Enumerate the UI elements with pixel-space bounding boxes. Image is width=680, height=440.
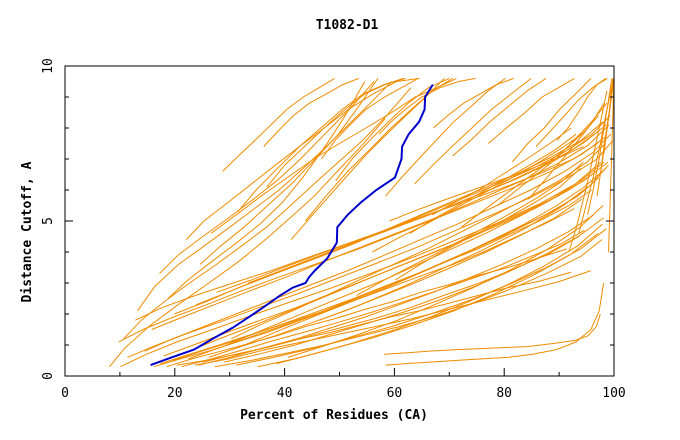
series-line-66 bbox=[395, 167, 581, 281]
background-series-group bbox=[109, 77, 615, 368]
series-line-37 bbox=[109, 118, 386, 368]
series-line-33 bbox=[127, 140, 614, 358]
series-line-19 bbox=[120, 161, 602, 368]
y-tick-label-10: 10 bbox=[41, 58, 56, 74]
x-tick-label-100: 100 bbox=[602, 386, 625, 401]
series-line-49 bbox=[222, 77, 335, 172]
x-tick-label-20: 20 bbox=[167, 386, 183, 401]
series-line-68 bbox=[372, 130, 586, 253]
series-line-30 bbox=[118, 136, 606, 343]
series-line-20 bbox=[244, 167, 607, 346]
y-tick-label-5: 5 bbox=[41, 217, 56, 225]
series-line-12 bbox=[198, 214, 594, 366]
series-line-43 bbox=[199, 78, 379, 265]
series-line-57 bbox=[378, 77, 476, 135]
series-line-39 bbox=[210, 77, 457, 234]
highlight-series-group bbox=[150, 84, 434, 367]
x-tick-label-60: 60 bbox=[387, 386, 403, 401]
series-line-4 bbox=[181, 229, 585, 368]
series-line-21 bbox=[276, 223, 603, 365]
series-line-40 bbox=[237, 77, 406, 213]
series-line-23 bbox=[287, 205, 604, 358]
series-line-32 bbox=[319, 164, 609, 321]
series-line-67 bbox=[356, 161, 584, 296]
series-line-70 bbox=[461, 115, 599, 228]
series-line-48 bbox=[263, 77, 359, 147]
series-line-71 bbox=[432, 127, 572, 216]
series-line-53 bbox=[487, 77, 575, 144]
series-line-47 bbox=[320, 77, 419, 160]
series-line-3 bbox=[195, 270, 592, 366]
x-tick-label-80: 80 bbox=[496, 386, 512, 401]
series-line-74 bbox=[528, 102, 605, 200]
series-line-29 bbox=[216, 124, 607, 293]
series-line-13 bbox=[224, 217, 604, 363]
x-axis-ticks: 0 20 40 60 80 100 bbox=[61, 368, 626, 401]
x-axis-label: Percent of Residues (CA) bbox=[240, 408, 428, 423]
series-line-46 bbox=[335, 77, 450, 182]
series-line-52 bbox=[452, 77, 547, 157]
series-line-61 bbox=[587, 78, 613, 215]
series-line-38 bbox=[185, 77, 420, 240]
series-line-36 bbox=[159, 81, 375, 275]
series-line-25 bbox=[151, 124, 610, 330]
series-line-58 bbox=[433, 77, 514, 129]
series-line-65 bbox=[608, 78, 615, 253]
series-line-18 bbox=[219, 161, 605, 349]
series-line-64 bbox=[603, 78, 615, 153]
y-axis-ticks: 0 5 10 bbox=[41, 58, 614, 380]
series-line-54 bbox=[512, 78, 592, 163]
series-line-76 bbox=[385, 282, 605, 366]
series-line-73 bbox=[389, 146, 584, 222]
series-line-69 bbox=[409, 133, 577, 234]
series-line-42 bbox=[167, 81, 366, 299]
series-line-11 bbox=[208, 198, 582, 358]
series-line-35 bbox=[123, 87, 412, 340]
series-line-75 bbox=[383, 313, 601, 355]
y-tick-label-0: 0 bbox=[41, 372, 56, 380]
series-line-34 bbox=[137, 81, 393, 312]
series-line-41 bbox=[266, 77, 404, 188]
y-axis-label: Distance Cutoff, A bbox=[20, 161, 35, 302]
series-line-59 bbox=[568, 90, 608, 253]
series-line-56 bbox=[556, 77, 608, 141]
x-tick-label-0: 0 bbox=[61, 386, 69, 401]
series-line-22 bbox=[231, 143, 606, 340]
chart-title: T1082-D1 bbox=[316, 18, 379, 33]
series-line-55 bbox=[535, 77, 607, 147]
series-line-24 bbox=[144, 133, 612, 352]
series-line-50 bbox=[385, 77, 506, 197]
series-line-51 bbox=[414, 78, 532, 185]
series-line-45 bbox=[305, 77, 453, 222]
series-line-14 bbox=[163, 170, 597, 357]
x-tick-label-40: 40 bbox=[277, 386, 293, 401]
highlight-series-line bbox=[150, 84, 434, 367]
